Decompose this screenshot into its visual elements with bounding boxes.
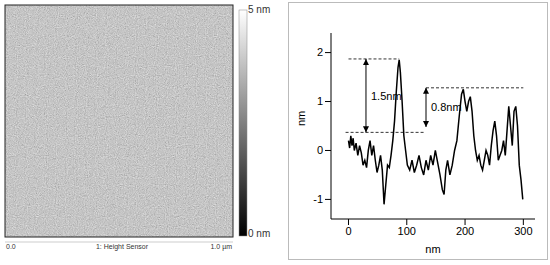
svg-text:2: 2	[317, 46, 323, 58]
svg-text:300: 300	[514, 225, 532, 237]
svg-text:1.5nm: 1.5nm	[371, 90, 402, 102]
html-text:1: Height Sensor: 1: Height Sensor	[95, 243, 149, 250]
svg-text:200: 200	[456, 225, 474, 237]
svg-text:100: 100	[398, 225, 416, 237]
svg-text:-1: -1	[313, 193, 323, 205]
svg-text:0.8nm: 0.8nm	[431, 101, 462, 113]
svg-text:0: 0	[317, 144, 323, 156]
svg-text:0: 0	[345, 225, 351, 237]
svg-text:nm: nm	[295, 111, 307, 126]
html-text:5 nm: 5 nm	[248, 4, 271, 15]
html-text:0 nm: 0 nm	[248, 228, 271, 239]
svg-text:nm: nm	[425, 243, 440, 255]
html-text:0.0: 0.0	[6, 243, 16, 250]
svg-text:1: 1	[317, 95, 323, 107]
html-text:1.0 µm: 1.0 µm	[210, 243, 232, 250]
